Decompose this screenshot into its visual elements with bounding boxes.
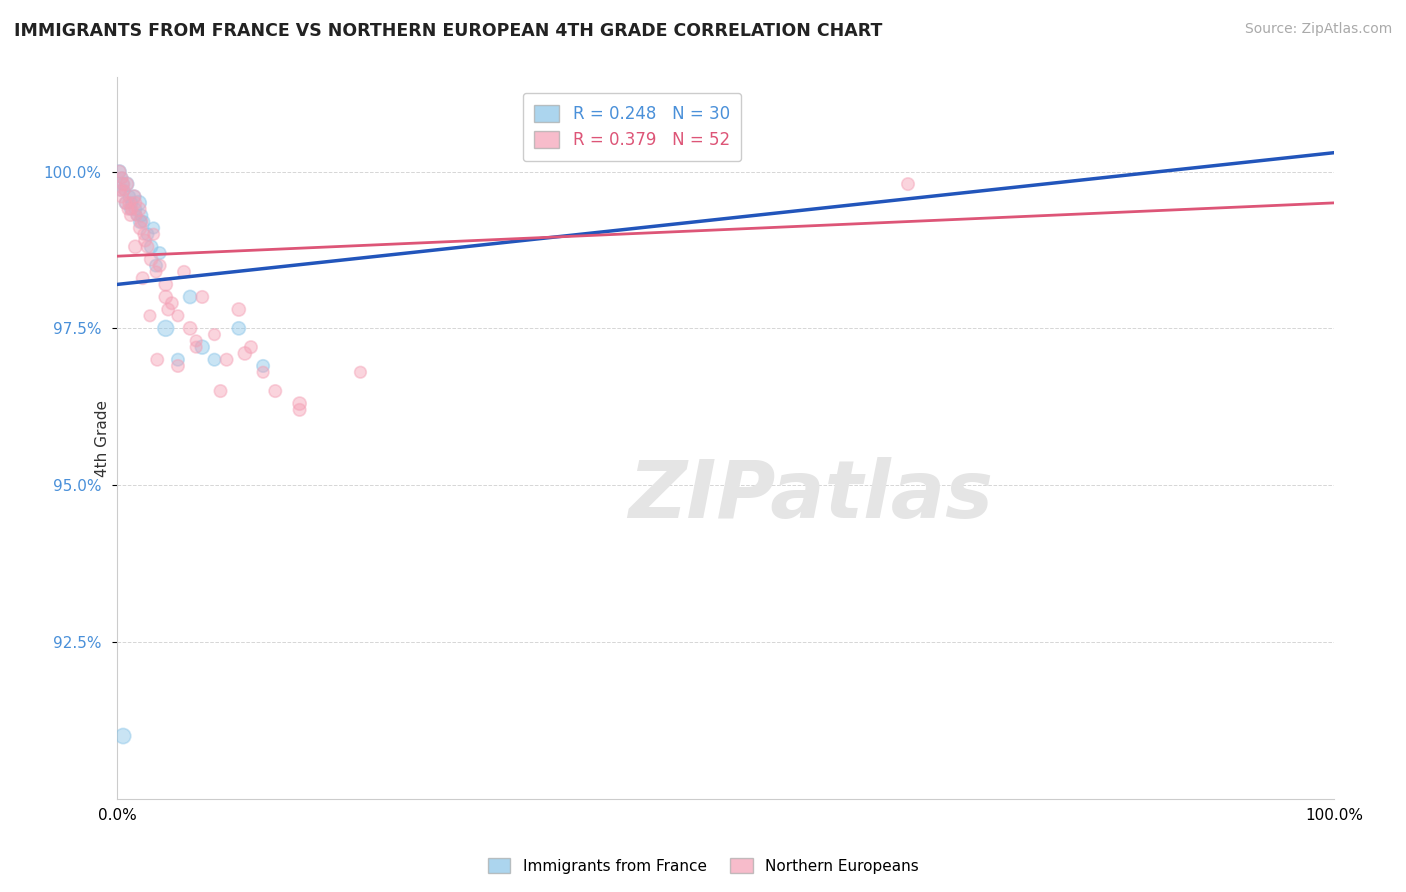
Point <box>139 309 162 323</box>
Point <box>134 234 156 248</box>
Point <box>111 170 134 185</box>
Point <box>118 189 141 203</box>
Point <box>179 290 201 304</box>
Point <box>252 359 274 373</box>
Point <box>128 202 150 216</box>
Point <box>239 340 262 354</box>
Point <box>167 359 190 373</box>
Point <box>252 365 274 379</box>
Point <box>122 189 145 203</box>
Point <box>111 189 134 203</box>
Point <box>149 246 172 260</box>
Point <box>897 177 920 191</box>
Point <box>111 170 134 185</box>
Point <box>128 195 150 210</box>
Point <box>167 352 190 367</box>
Point <box>131 209 153 223</box>
Point <box>129 221 152 235</box>
Point <box>186 340 208 354</box>
Point <box>114 195 136 210</box>
Text: ZIPatlas: ZIPatlas <box>628 457 993 535</box>
Point <box>160 296 183 310</box>
Point <box>132 227 155 242</box>
Point <box>264 384 287 398</box>
Point <box>186 334 208 348</box>
Point <box>155 290 177 304</box>
Point <box>204 352 226 367</box>
Point <box>191 290 214 304</box>
Point <box>114 195 136 210</box>
Point <box>129 215 152 229</box>
Point <box>122 189 145 203</box>
Point <box>288 396 311 410</box>
Point <box>120 202 142 216</box>
Point <box>145 265 167 279</box>
Point <box>209 384 232 398</box>
Point <box>157 302 180 317</box>
Point <box>112 183 135 197</box>
Point <box>141 240 163 254</box>
Point <box>146 352 169 367</box>
Point <box>131 271 153 285</box>
Point <box>121 195 143 210</box>
Point <box>142 227 165 242</box>
Point <box>125 209 148 223</box>
Point <box>136 227 159 242</box>
Point <box>179 321 201 335</box>
Point <box>125 209 148 223</box>
Point <box>149 259 172 273</box>
Point <box>112 177 135 191</box>
Point <box>173 265 195 279</box>
Point <box>124 195 146 210</box>
Point <box>233 346 256 360</box>
Point <box>115 177 138 191</box>
Point <box>120 209 142 223</box>
Point <box>191 340 214 354</box>
Text: Source: ZipAtlas.com: Source: ZipAtlas.com <box>1244 22 1392 37</box>
Point <box>136 240 159 254</box>
Legend: R = 0.248   N = 30, R = 0.379   N = 52: R = 0.248 N = 30, R = 0.379 N = 52 <box>523 93 741 161</box>
Point <box>155 277 177 292</box>
Point <box>349 365 371 379</box>
Point <box>115 177 138 191</box>
Legend: Immigrants from France, Northern Europeans: Immigrants from France, Northern Europea… <box>481 852 925 880</box>
Point <box>112 729 135 743</box>
Point <box>167 309 190 323</box>
Point <box>118 195 141 210</box>
Point <box>121 202 143 216</box>
Point <box>145 259 167 273</box>
Point <box>131 215 153 229</box>
Point <box>155 321 177 335</box>
Point <box>288 402 311 417</box>
Point <box>124 240 146 254</box>
Point <box>228 321 250 335</box>
Point <box>142 221 165 235</box>
Y-axis label: 4th Grade: 4th Grade <box>96 400 110 476</box>
Point <box>112 177 135 191</box>
Point <box>228 302 250 317</box>
Point <box>132 215 155 229</box>
Point <box>215 352 238 367</box>
Point <box>110 183 132 197</box>
Point <box>108 164 131 178</box>
Point <box>108 164 131 178</box>
Point <box>204 327 226 342</box>
Point <box>124 202 146 216</box>
Text: IMMIGRANTS FROM FRANCE VS NORTHERN EUROPEAN 4TH GRADE CORRELATION CHART: IMMIGRANTS FROM FRANCE VS NORTHERN EUROP… <box>14 22 883 40</box>
Point <box>141 252 163 267</box>
Point <box>117 202 139 216</box>
Point <box>112 183 135 197</box>
Point <box>110 183 132 197</box>
